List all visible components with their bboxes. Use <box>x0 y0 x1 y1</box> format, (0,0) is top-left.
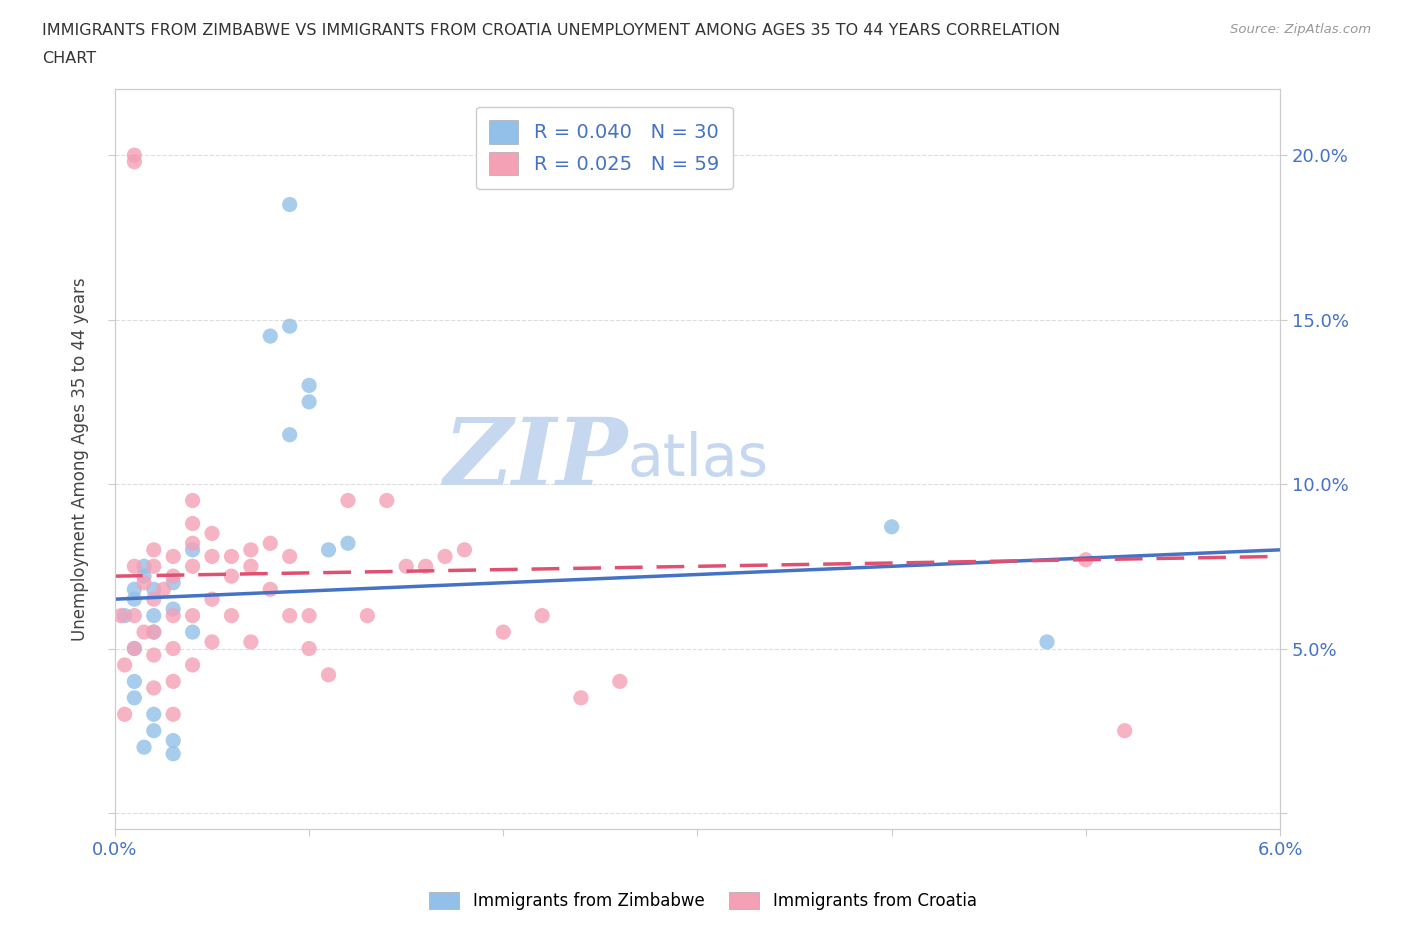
Point <box>124 641 146 656</box>
Point <box>124 559 146 574</box>
Point <box>132 559 155 574</box>
Point <box>110 608 132 623</box>
Text: atlas: atlas <box>627 431 769 488</box>
Point <box>278 427 301 442</box>
Point <box>181 559 204 574</box>
Point <box>142 707 165 722</box>
Point <box>142 647 165 662</box>
Point <box>142 608 165 623</box>
Point <box>181 493 204 508</box>
Point <box>114 658 136 672</box>
Point <box>142 582 165 597</box>
Point <box>181 542 204 557</box>
Point <box>142 542 165 557</box>
Point <box>142 625 165 640</box>
Legend: R = 0.040   N = 30, R = 0.025   N = 59: R = 0.040 N = 30, R = 0.025 N = 59 <box>475 107 733 189</box>
Point <box>259 328 281 343</box>
Point <box>201 549 224 564</box>
Point <box>114 707 136 722</box>
Point <box>609 674 631 689</box>
Point <box>142 724 165 738</box>
Point <box>278 608 301 623</box>
Point <box>162 569 184 584</box>
Point <box>201 634 224 649</box>
Point <box>415 559 437 574</box>
Text: Source: ZipAtlas.com: Source: ZipAtlas.com <box>1230 23 1371 36</box>
Point <box>531 608 554 623</box>
Point <box>142 591 165 606</box>
Point <box>880 519 903 534</box>
Point <box>162 641 184 656</box>
Point <box>114 608 136 623</box>
Point <box>162 674 184 689</box>
Point <box>124 608 146 623</box>
Point <box>375 493 398 508</box>
Point <box>162 576 184 591</box>
Point <box>259 536 281 551</box>
Point <box>162 602 184 617</box>
Text: IMMIGRANTS FROM ZIMBABWE VS IMMIGRANTS FROM CROATIA UNEMPLOYMENT AMONG AGES 35 T: IMMIGRANTS FROM ZIMBABWE VS IMMIGRANTS F… <box>42 23 1060 38</box>
Point <box>239 542 262 557</box>
Point <box>239 634 262 649</box>
Point <box>132 569 155 584</box>
Point <box>162 707 184 722</box>
Point <box>124 154 146 169</box>
Point <box>132 739 155 754</box>
Point <box>278 319 301 334</box>
Point <box>453 542 475 557</box>
Point <box>1074 552 1097 567</box>
Point <box>298 378 321 392</box>
Legend: Immigrants from Zimbabwe, Immigrants from Croatia: Immigrants from Zimbabwe, Immigrants fro… <box>423 885 983 917</box>
Point <box>124 641 146 656</box>
Point <box>181 625 204 640</box>
Point <box>124 690 146 705</box>
Point <box>201 591 224 606</box>
Point <box>124 591 146 606</box>
Point <box>142 625 165 640</box>
Point <box>142 559 165 574</box>
Point <box>181 536 204 551</box>
Point <box>132 576 155 591</box>
Point <box>318 668 340 683</box>
Point <box>124 148 146 163</box>
Point <box>221 569 243 584</box>
Point <box>336 536 359 551</box>
Point <box>259 582 281 597</box>
Point <box>239 559 262 574</box>
Point <box>162 746 184 761</box>
Point <box>181 608 204 623</box>
Point <box>569 690 592 705</box>
Point <box>434 549 457 564</box>
Point <box>162 549 184 564</box>
Point <box>124 674 146 689</box>
Point <box>298 641 321 656</box>
Point <box>278 549 301 564</box>
Point <box>152 582 174 597</box>
Point <box>181 658 204 672</box>
Text: CHART: CHART <box>42 51 96 66</box>
Point <box>318 542 340 557</box>
Point <box>221 608 243 623</box>
Point <box>162 608 184 623</box>
Point <box>181 516 204 531</box>
Point <box>395 559 418 574</box>
Point <box>124 582 146 597</box>
Point <box>1036 634 1059 649</box>
Point <box>298 608 321 623</box>
Y-axis label: Unemployment Among Ages 35 to 44 years: Unemployment Among Ages 35 to 44 years <box>72 277 89 641</box>
Point <box>492 625 515 640</box>
Point <box>221 549 243 564</box>
Point <box>356 608 378 623</box>
Point <box>336 493 359 508</box>
Point <box>132 625 155 640</box>
Point <box>298 394 321 409</box>
Point <box>142 681 165 696</box>
Point <box>1114 724 1136 738</box>
Point <box>201 526 224 541</box>
Point <box>162 733 184 748</box>
Point <box>278 197 301 212</box>
Text: ZIP: ZIP <box>443 415 627 504</box>
